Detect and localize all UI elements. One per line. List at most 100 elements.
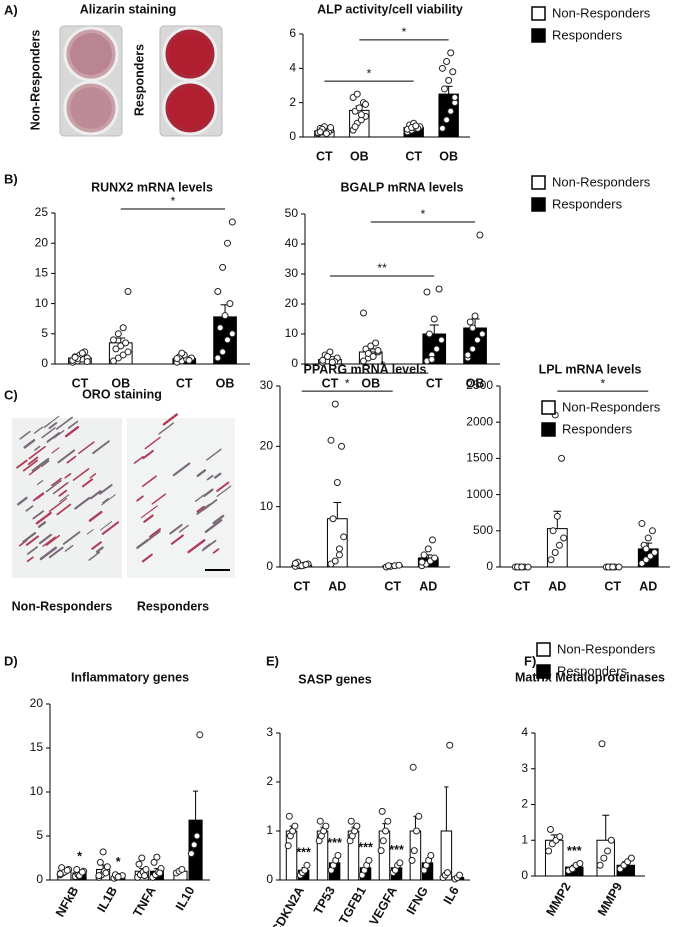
data-point <box>447 49 455 57</box>
panel-label: D) <box>4 653 18 668</box>
y-tick-label: 2 <box>289 95 296 109</box>
x-tick-label: OB <box>216 376 235 390</box>
data-point <box>451 94 459 102</box>
chart-title: Inflammatory genes <box>71 670 189 684</box>
data-point <box>178 865 186 873</box>
data-point <box>428 356 436 363</box>
data-point <box>378 807 386 815</box>
data-point <box>185 356 193 364</box>
data-point <box>335 551 343 559</box>
data-point <box>382 827 390 835</box>
data-point <box>430 315 438 323</box>
panel-label: C) <box>4 387 18 402</box>
y-tick-label: 50 <box>285 206 299 220</box>
legend-label: Responders <box>552 27 623 42</box>
data-point <box>420 551 428 559</box>
y-tick-label: 3 <box>266 725 273 739</box>
chart-title: SASP genes <box>298 672 371 686</box>
data-point <box>99 848 107 856</box>
data-point <box>648 527 656 535</box>
data-point <box>418 558 426 566</box>
data-point <box>651 549 659 557</box>
y-tick-label: 0 <box>36 872 43 886</box>
y-tick-label: 5 <box>41 326 48 340</box>
chart-title: ALP activity/cell viability <box>317 2 463 16</box>
data-point <box>303 861 311 869</box>
data-point <box>216 324 224 332</box>
data-point <box>518 563 526 571</box>
y-tick-label: 20 <box>285 296 299 310</box>
data-point <box>409 763 417 771</box>
x-tick-label: CT <box>293 579 310 593</box>
data-point <box>135 860 143 868</box>
data-point <box>478 330 486 338</box>
data-point <box>322 822 330 830</box>
data-point <box>71 353 79 361</box>
data-point <box>291 822 299 830</box>
data-point <box>360 309 367 317</box>
data-point <box>596 861 604 869</box>
y-tick-label: 20 <box>35 235 49 249</box>
chart-title: LPL mRNA levels <box>539 362 642 376</box>
data-point <box>156 869 164 877</box>
data-point <box>524 563 532 571</box>
x-tick-label: CT <box>72 376 89 390</box>
y-tick-label: 20 <box>260 439 274 453</box>
data-point <box>214 354 222 362</box>
data-point <box>153 853 161 861</box>
x-tick-label: AD <box>419 579 437 593</box>
significance-label: * <box>171 194 176 208</box>
x-tick-label: CT <box>604 579 621 593</box>
data-point <box>551 549 559 557</box>
y-tick-label: 500 <box>473 523 493 537</box>
data-point <box>119 324 127 332</box>
data-point <box>173 355 181 363</box>
data-point <box>469 324 477 332</box>
y-tick-label: 15 <box>30 740 44 754</box>
image-group-label: Non-Responders <box>28 30 42 131</box>
data-point <box>471 312 479 320</box>
x-tick-label: AD <box>548 579 566 593</box>
data-point <box>322 130 330 138</box>
y-tick-label: 10 <box>260 499 274 513</box>
y-tick-label: 2000 <box>466 414 493 428</box>
data-point <box>333 479 341 487</box>
significance-label: * <box>600 376 605 390</box>
data-point <box>357 111 365 119</box>
data-point <box>327 124 335 132</box>
data-point <box>223 239 231 247</box>
y-tick-label: 5 <box>36 828 43 842</box>
data-point <box>384 562 392 570</box>
data-point <box>83 358 91 366</box>
data-point <box>196 731 204 739</box>
legend-swatch <box>531 197 546 212</box>
data-point <box>627 854 635 862</box>
data-point <box>469 345 477 353</box>
micrograph <box>127 418 235 578</box>
data-point <box>438 64 446 72</box>
legend-swatch <box>531 6 546 21</box>
y-tick-label: 10 <box>35 296 49 310</box>
data-point <box>114 354 122 362</box>
data-point <box>377 847 385 855</box>
y-tick-label: 15 <box>35 266 49 280</box>
data-point <box>360 357 367 365</box>
data-point <box>413 827 421 835</box>
legend-swatch <box>531 28 546 43</box>
data-point <box>428 536 436 544</box>
data-point <box>78 349 86 357</box>
y-tick-label: 10 <box>285 326 299 340</box>
data-point <box>150 858 158 866</box>
data-point <box>355 104 363 112</box>
significance-label: * <box>77 850 82 864</box>
data-point <box>78 868 86 876</box>
data-point <box>329 515 337 523</box>
data-point <box>545 847 553 855</box>
stain-streaks <box>16 413 232 563</box>
data-point <box>435 285 443 293</box>
data-point <box>319 356 327 364</box>
data-point <box>56 870 64 878</box>
data-point <box>473 336 481 344</box>
data-point <box>226 300 234 308</box>
well-plate-image <box>59 25 223 137</box>
